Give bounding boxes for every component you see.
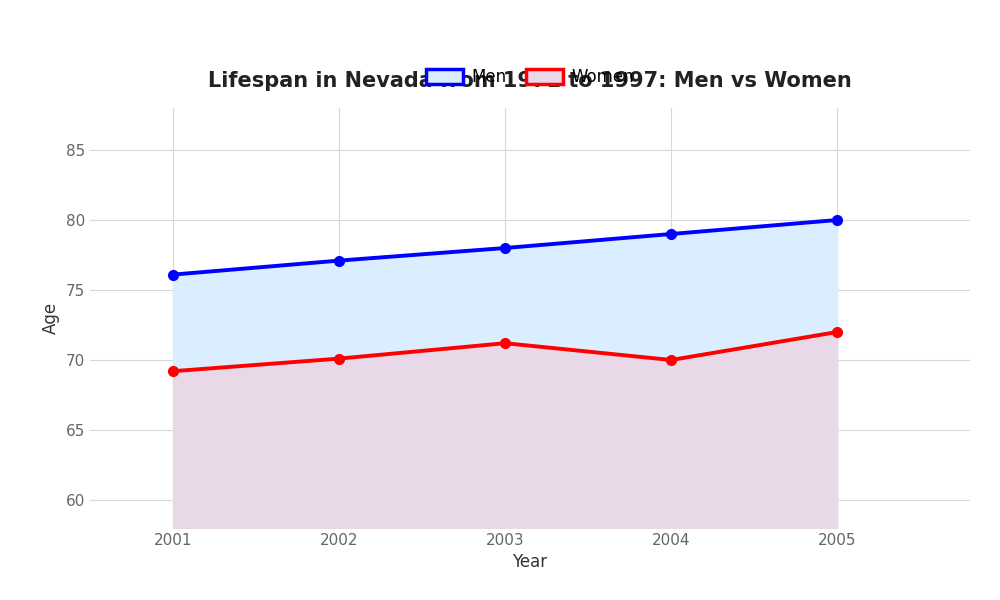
- X-axis label: Year: Year: [512, 553, 548, 571]
- Title: Lifespan in Nevada from 1971 to 1997: Men vs Women: Lifespan in Nevada from 1971 to 1997: Me…: [208, 71, 852, 91]
- Legend: Men, Women: Men, Women: [419, 62, 641, 93]
- Y-axis label: Age: Age: [42, 302, 60, 334]
